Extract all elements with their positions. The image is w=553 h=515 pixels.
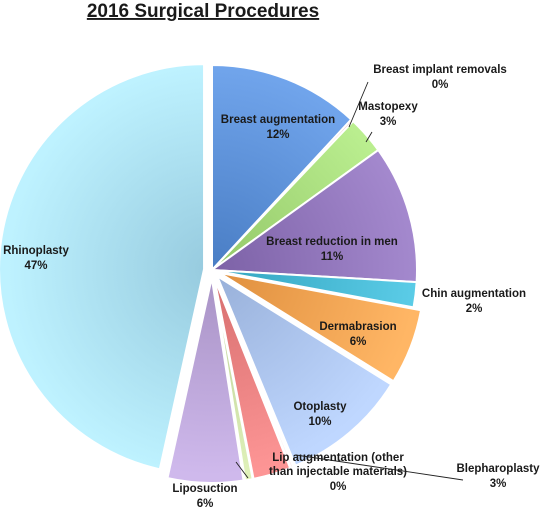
slices-layer (0, 63, 423, 484)
slice-name: Rhinoplasty (3, 245, 69, 257)
chart-title: 2016 Surgical Procedures (87, 1, 319, 22)
slice-name: Otoplasty (293, 401, 347, 413)
pie-slice-chin-augmentation (211, 269, 418, 309)
slice-percent: 0% (330, 481, 347, 493)
slice-label-mastopexy: Mastopexy 3% (358, 101, 418, 128)
slice-percent: 6% (350, 336, 367, 348)
leader-line-breast-implant-removals (348, 81, 369, 128)
slice-name: than injectable materials) (269, 466, 407, 478)
slice-name: Lip augmentation (other (272, 452, 404, 464)
slice-label-blepharoplasty: Blepharoplasty 3% (456, 463, 540, 490)
slice-label-breast-implant-removals: Breast implant removals 0% (373, 64, 507, 91)
pie-slice-breast-augmentation (211, 63, 353, 273)
slice-label-dermabrasion: Dermabrasion 6% (319, 321, 396, 348)
slice-label-liposuction: Liposuction 6% (172, 483, 237, 510)
slice-label-rhinoplasty: Rhinoplasty 47% (3, 245, 69, 272)
slice-percent: 0% (432, 79, 449, 91)
slice-name: Dermabrasion (319, 321, 396, 333)
slice-label-breast-augmentation: Breast augmentation 12% (221, 114, 335, 141)
labels-layer: Breast augmentation 12% Breast implant rem… (3, 64, 540, 510)
slice-label-lip-augmentation-other-than-injectable-materials: Lip augmentation (other than injectable m… (269, 452, 407, 493)
slice-name: Mastopexy (358, 101, 418, 113)
pie-slice-lip-augmentation-filler (212, 277, 254, 482)
pie-slice-dermabrasion (218, 271, 423, 383)
slice-percent: 3% (490, 478, 507, 490)
slice-name: Breast reduction in men (266, 236, 398, 248)
slice-percent: 10% (308, 416, 331, 428)
slice-percent: 12% (266, 129, 289, 141)
slice-name: Breast implant removals (373, 64, 507, 76)
slice-name: Blepharoplasty (456, 463, 540, 475)
leader-line-blepharoplasty (295, 454, 464, 481)
slice-percent: 11% (321, 251, 343, 263)
pie-slice-liposuction (166, 277, 245, 484)
slice-percent: 47% (24, 260, 47, 272)
slice-percent: 6% (197, 498, 214, 510)
slice-name: Liposuction (172, 483, 237, 495)
slice-name: Breast augmentation (221, 114, 335, 126)
pie-slice-breast-reduction-in-men (209, 148, 418, 284)
pie-slice-rhinoplasty (0, 63, 206, 471)
slice-percent: 2% (466, 303, 483, 315)
pie-slice-otoplasty (215, 273, 393, 467)
slice-percent: 3% (380, 116, 397, 128)
slice-name: Chin augmentation (422, 288, 526, 300)
slice-label-otoplasty: Otoplasty 10% (293, 401, 347, 428)
leader-line-mastopexy (365, 131, 373, 143)
leader-line-lip-augmentation-other-than-injectable-materials (235, 461, 249, 479)
slice-label-chin-augmentation: Chin augmentation 2% (422, 288, 526, 315)
slice-label-breast-reduction-in-men: Breast reduction in men 11% (266, 236, 398, 263)
